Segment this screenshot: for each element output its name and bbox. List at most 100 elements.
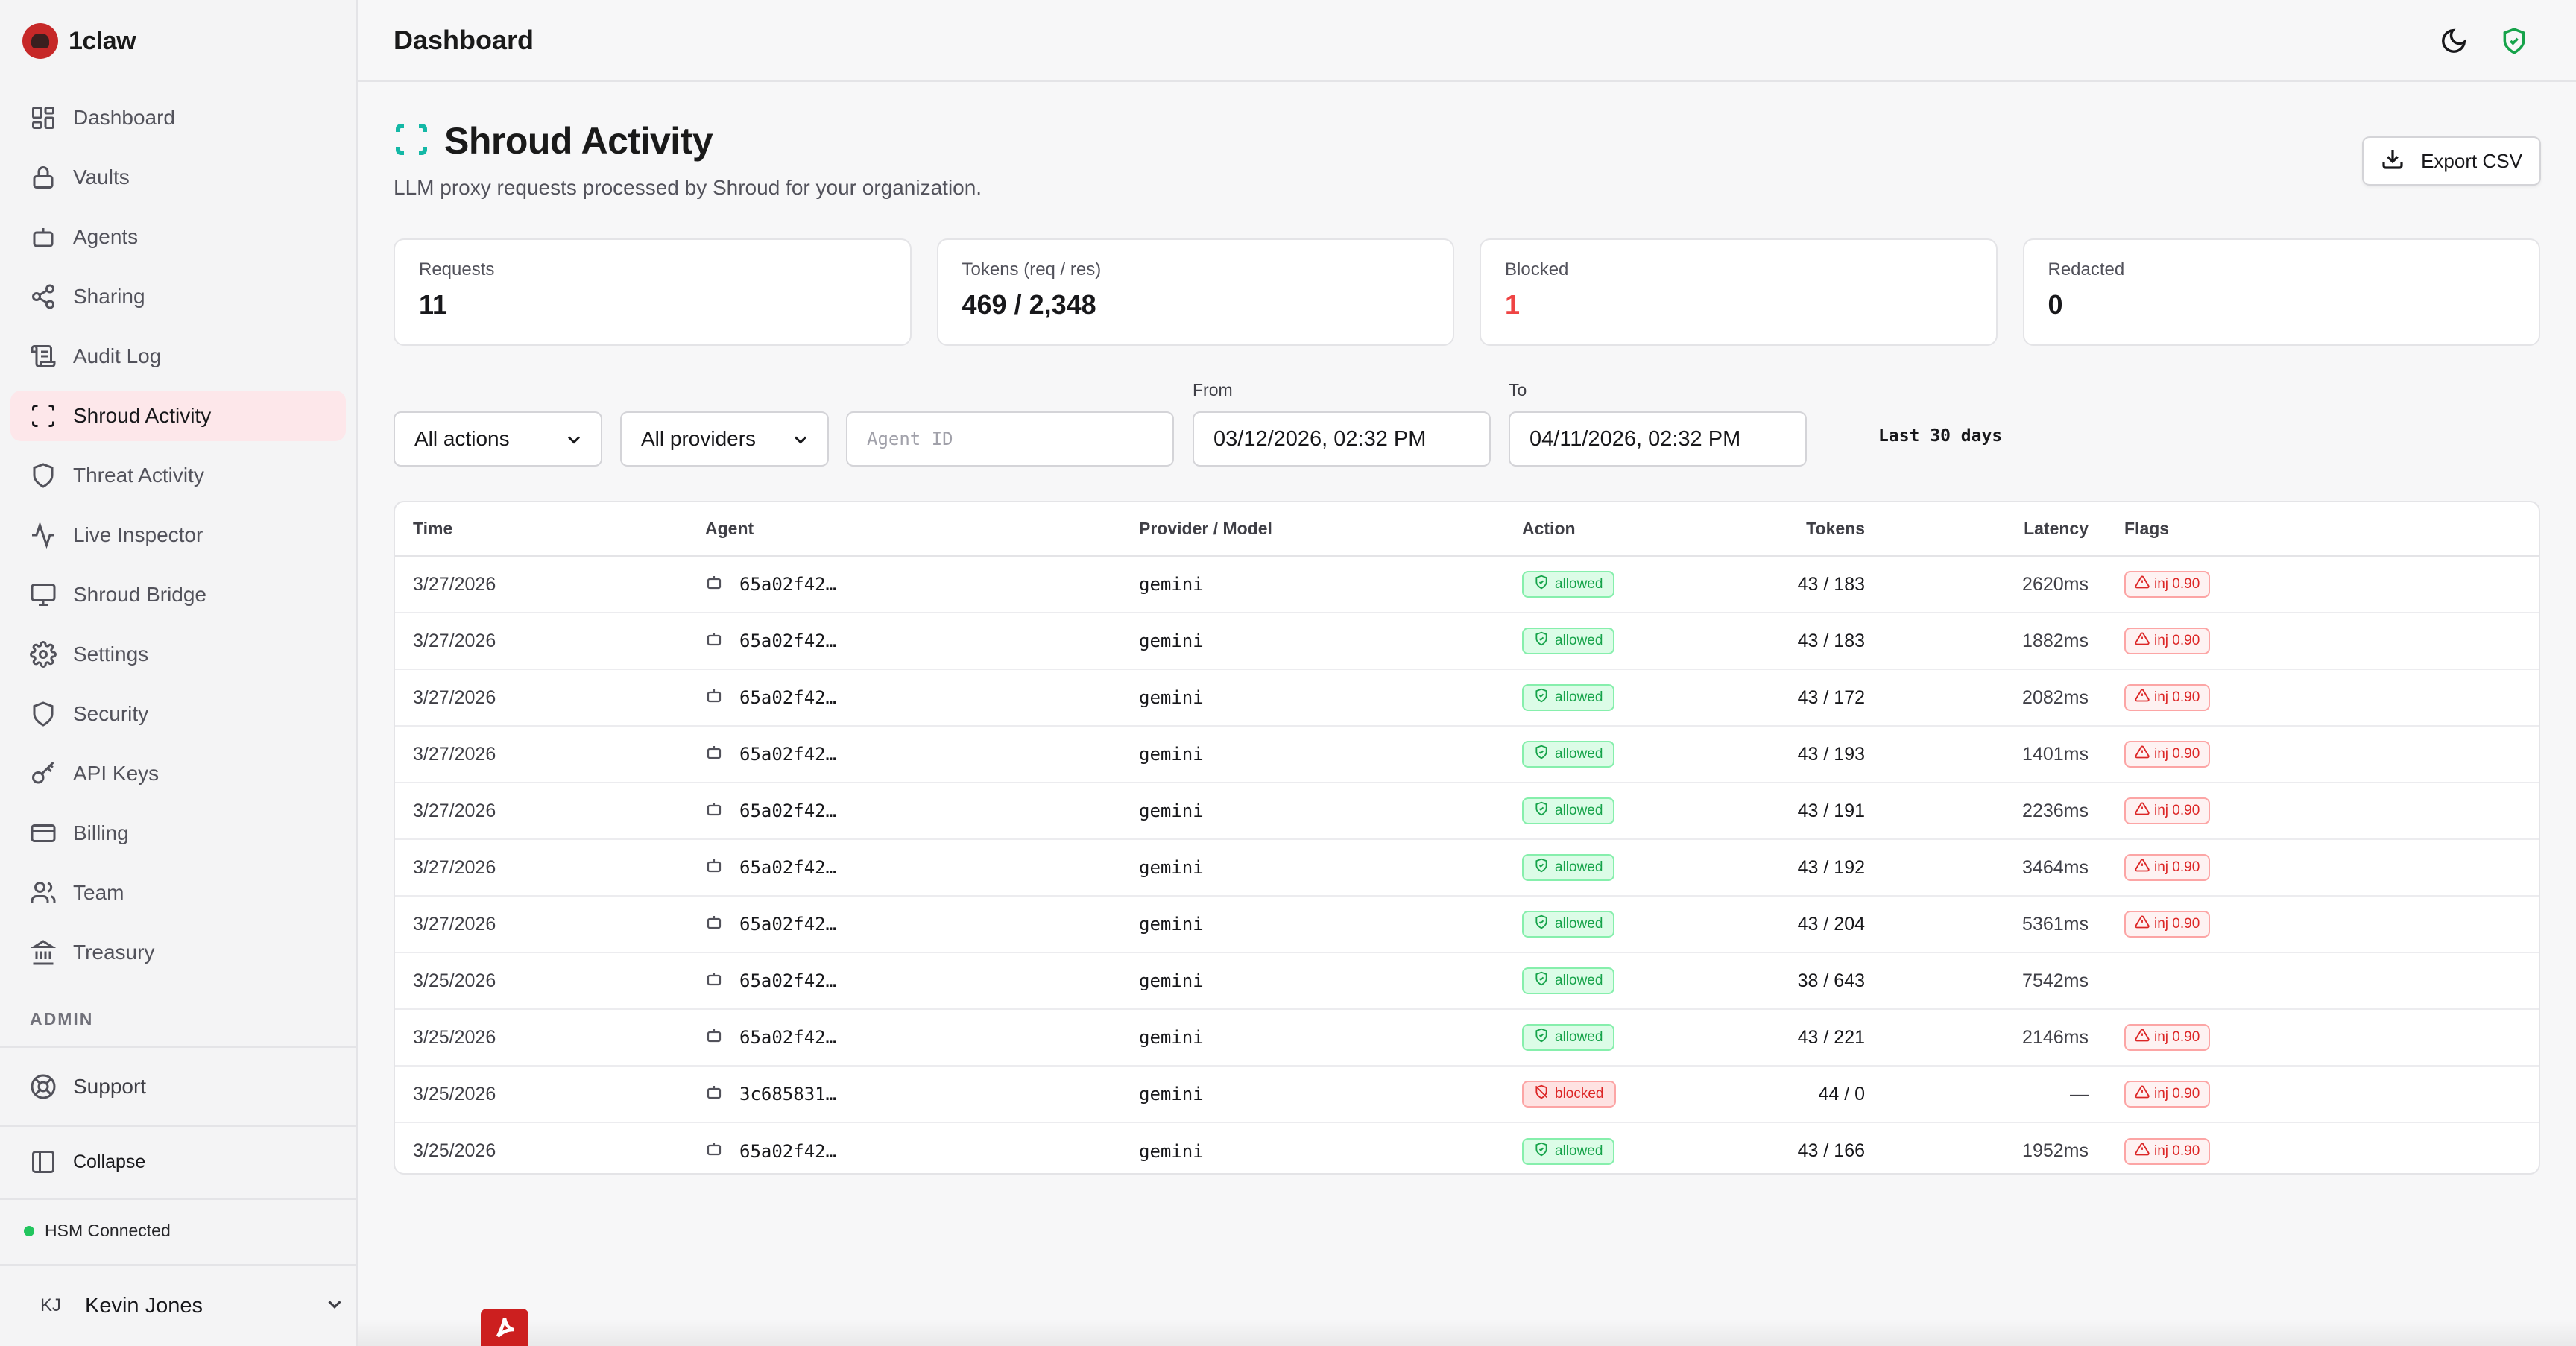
cell-action: allowed: [1504, 839, 1728, 897]
sidebar-item-agents[interactable]: Agents: [10, 212, 346, 262]
sidebar-item-threat-activity[interactable]: Threat Activity: [10, 450, 346, 501]
collapse-button[interactable]: Collapse: [10, 1140, 346, 1184]
flag-badge-label: inj 0.90: [2154, 1086, 2200, 1102]
flag-badge[interactable]: inj 0.90: [2124, 1137, 2211, 1165]
cell-time: 3/25/2026: [395, 952, 687, 1010]
from-date-input[interactable]: 03/12/2026, 02:32 PM: [1193, 411, 1491, 467]
flag-badge[interactable]: inj 0.90: [2124, 1024, 2211, 1051]
sidebar-item-treasury[interactable]: Treasury: [10, 927, 346, 978]
support-button[interactable]: Support: [10, 1061, 346, 1112]
cell-action: allowed: [1504, 1122, 1728, 1173]
shield-check-icon[interactable]: [2500, 27, 2528, 55]
table-row[interactable]: 3/25/2026 65a02f42… gemini allowed 43 / 221 2…: [395, 1009, 2539, 1067]
table-row[interactable]: 3/27/2026 65a02f42… gemini allowed 43 / 192 3…: [395, 839, 2539, 897]
action-filter-value: All actions: [414, 427, 510, 450]
cell-provider: gemini: [1121, 726, 1504, 783]
sidebar-item-team[interactable]: Team: [10, 868, 346, 918]
flag-badge[interactable]: inj 0.90: [2124, 911, 2211, 938]
table-row[interactable]: 3/25/2026 65a02f42… gemini allowed 38 / 643 7…: [395, 952, 2539, 1010]
column-header-flags[interactable]: Flags: [2106, 502, 2539, 557]
table-row[interactable]: 3/27/2026 65a02f42… gemini allowed 43 / 172 2…: [395, 669, 2539, 727]
action-badge-label: allowed: [1555, 1143, 1603, 1159]
users-icon: [30, 879, 57, 906]
column-header-tokens[interactable]: Tokens: [1728, 502, 1883, 557]
cell-provider: gemini: [1121, 669, 1504, 727]
cell-latency: 2082ms: [1883, 669, 2106, 727]
column-header-action[interactable]: Action: [1504, 502, 1728, 557]
provider-filter-select[interactable]: All providers: [620, 411, 829, 467]
table-row[interactable]: 3/27/2026 65a02f42… gemini allowed 43 / 183 1…: [395, 613, 2539, 670]
credit-card-icon: [30, 820, 57, 847]
column-header-agent[interactable]: Agent: [687, 502, 1121, 557]
cell-flags: inj 0.90: [2106, 839, 2539, 897]
sidebar-item-audit-log[interactable]: Audit Log: [10, 331, 346, 382]
scan-icon: [30, 402, 57, 429]
table-row[interactable]: 3/27/2026 65a02f42… gemini allowed 43 / 183 2…: [395, 556, 2539, 613]
scroll-icon: [30, 343, 57, 370]
from-label: From: [1193, 380, 1233, 399]
brand[interactable]: 1claw: [22, 22, 136, 60]
sidebar-item-dashboard[interactable]: Dashboard: [10, 92, 346, 143]
export-csv-button[interactable]: Export CSV: [2362, 136, 2541, 186]
cell-time: 3/27/2026: [395, 726, 687, 783]
flag-badge-label: inj 0.90: [2154, 746, 2200, 762]
stat-card-blocked: Blocked 1: [1480, 238, 1998, 346]
sidebar-divider: [0, 1046, 356, 1048]
alert-triangle-icon: [2135, 745, 2150, 764]
sidebar-item-live-inspector[interactable]: Live Inspector: [10, 510, 346, 560]
flag-badge-label: inj 0.90: [2154, 916, 2200, 932]
flag-badge-label: inj 0.90: [2154, 1029, 2200, 1045]
scan-icon: [394, 121, 429, 161]
cell-flags: inj 0.90: [2106, 1066, 2539, 1123]
sidebar-item-label: Shroud Activity: [73, 404, 212, 427]
user-menu[interactable]: KJ Kevin Jones: [10, 1285, 346, 1327]
cell-time: 3/27/2026: [395, 896, 687, 953]
sidebar-item-settings[interactable]: Settings: [10, 629, 346, 680]
table-row[interactable]: 3/27/2026 65a02f42… gemini allowed 43 / 193 1…: [395, 726, 2539, 783]
table-row[interactable]: 3/27/2026 65a02f42… gemini allowed 43 / 204 5…: [395, 896, 2539, 953]
cell-provider: gemini: [1121, 896, 1504, 953]
pdf-icon[interactable]: [481, 1309, 528, 1346]
action-filter-select[interactable]: All actions: [394, 411, 602, 467]
flag-badge[interactable]: inj 0.90: [2124, 854, 2211, 881]
cell-tokens: 43 / 166: [1797, 1140, 1865, 1161]
flag-badge[interactable]: inj 0.90: [2124, 571, 2211, 598]
column-header-provider[interactable]: Provider / Model: [1121, 502, 1504, 557]
flag-badge[interactable]: inj 0.90: [2124, 741, 2211, 768]
column-header-latency[interactable]: Latency: [1883, 502, 2106, 557]
action-badge-label: allowed: [1555, 859, 1603, 875]
cell-flags: inj 0.90: [2106, 669, 2539, 727]
cell-tokens: 43 / 193: [1728, 726, 1883, 783]
sidebar-divider: [0, 1125, 356, 1127]
cell-latency: 5361ms: [1883, 896, 2106, 953]
share-icon: [30, 283, 57, 310]
action-badge: allowed: [1522, 684, 1615, 711]
sidebar-item-label: Agents: [73, 225, 139, 248]
alert-triangle-icon: [2135, 914, 2150, 934]
moon-icon[interactable]: [2440, 27, 2468, 55]
sidebar-item-sharing[interactable]: Sharing: [10, 271, 346, 322]
to-date-input[interactable]: 04/11/2026, 02:32 PM: [1509, 411, 1807, 467]
sidebar-item-shroud-activity[interactable]: Shroud Activity: [10, 391, 346, 441]
flag-badge[interactable]: inj 0.90: [2124, 684, 2211, 711]
stat-label: Blocked: [1505, 259, 1569, 279]
cell-flags: inj 0.90: [2106, 556, 2539, 613]
flag-badge[interactable]: inj 0.90: [2124, 628, 2211, 654]
shield-check-icon: [1534, 688, 1549, 707]
flag-badge[interactable]: inj 0.90: [2124, 797, 2211, 824]
table-row[interactable]: 3/25/2026 3c685831… gemini blocked 44 / 0— in…: [395, 1066, 2539, 1123]
cell-agent: 65a02f42…: [687, 896, 1121, 953]
flag-badge[interactable]: inj 0.90: [2124, 1081, 2211, 1108]
sidebar-item-vaults[interactable]: Vaults: [10, 152, 346, 203]
agent-id-input[interactable]: [846, 411, 1174, 467]
sidebar-item-shroud-bridge[interactable]: Shroud Bridge: [10, 569, 346, 620]
sidebar-item-billing[interactable]: Billing: [10, 808, 346, 859]
table-row[interactable]: 3/27/2026 65a02f42… gemini allowed 43 / 191 2…: [395, 783, 2539, 840]
bot-icon: [30, 224, 57, 250]
sidebar-item-api-keys[interactable]: API Keys: [10, 748, 346, 799]
action-badge-label: allowed: [1555, 973, 1603, 988]
bot-icon: [705, 913, 723, 936]
table-row[interactable]: 3/25/2026 65a02f42… gemini allowed 43 / 166 1…: [395, 1122, 2539, 1173]
column-header-time[interactable]: Time: [395, 502, 687, 557]
sidebar-item-security[interactable]: Security: [10, 689, 346, 739]
